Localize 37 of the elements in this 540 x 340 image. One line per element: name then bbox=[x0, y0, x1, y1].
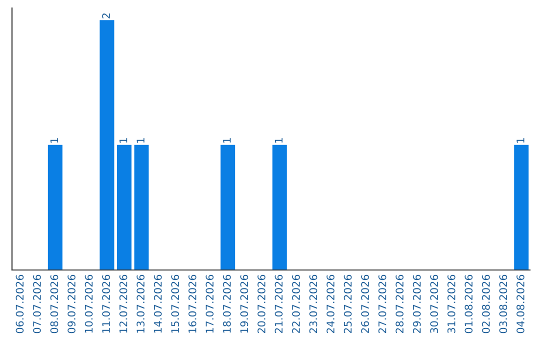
x-tick-label: 20.07.2026 bbox=[258, 274, 266, 334]
x-tick-label: 10.07.2026 bbox=[84, 274, 93, 333]
x-tick-label: 30.07.2026 bbox=[430, 274, 438, 334]
x-tick-label: 04.08.2026 bbox=[516, 274, 524, 334]
x-tick-label: 22.07.2026 bbox=[292, 274, 300, 334]
x-tick-label: 14.07.2026 bbox=[154, 274, 162, 333]
x-tick-label: 07.07.2026 bbox=[33, 274, 41, 334]
x-tick-label: 17.07.2026 bbox=[206, 274, 214, 333]
data-label: 2 bbox=[102, 14, 110, 18]
x-tick-label: 01.08.2026 bbox=[464, 274, 473, 334]
data-label: 1 bbox=[274, 138, 283, 143]
x-tick-label: 02.08.2026 bbox=[482, 274, 490, 334]
x-tick-label: 13.07.2026 bbox=[136, 274, 145, 333]
x-tick-label: 03.08.2026 bbox=[499, 274, 508, 334]
x-tick-label: 16.07.2026 bbox=[188, 274, 196, 333]
x-tick-label: 24.07.2026 bbox=[326, 274, 334, 334]
x-tick-label: 08.07.2026 bbox=[50, 274, 58, 334]
data-label: 1 bbox=[136, 138, 144, 143]
x-tick-label: 11.07.2026 bbox=[102, 274, 110, 333]
data-label: 1 bbox=[120, 138, 128, 143]
x-tick-label: 18.07.2026 bbox=[222, 274, 231, 333]
x-tick-label: 06.07.2026 bbox=[16, 274, 24, 334]
x-tick-label: 15.07.2026 bbox=[171, 274, 180, 333]
x-tick-label: 25.07.2026 bbox=[344, 274, 352, 334]
x-tick-label: 21.07.2026 bbox=[274, 274, 283, 334]
data-label: 1 bbox=[50, 138, 58, 143]
x-tick-label: 27.07.2026 bbox=[378, 274, 386, 334]
x-tick-label: 12.07.2026 bbox=[119, 274, 128, 333]
x-tick-label: 23.07.2026 bbox=[309, 274, 318, 334]
x-tick-label: 09.07.2026 bbox=[68, 274, 76, 334]
data-label: 1 bbox=[516, 138, 524, 143]
x-tick-label: 29.07.2026 bbox=[412, 274, 421, 334]
x-tick-label: 26.07.2026 bbox=[361, 274, 369, 334]
x-tick-label: 31.07.2026 bbox=[447, 274, 456, 334]
x-tick-label: 19.07.2026 bbox=[240, 274, 248, 333]
data-label: 1 bbox=[223, 138, 231, 143]
x-tick-label: 28.07.2026 bbox=[396, 274, 404, 334]
